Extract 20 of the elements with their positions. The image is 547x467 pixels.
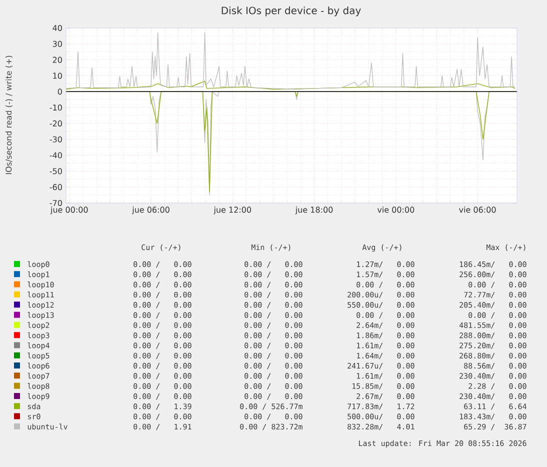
x-tick-label: vie 06:00 — [459, 206, 496, 213]
y-tick-label: 0 — [58, 88, 62, 95]
y-tick-label: -70 — [50, 200, 62, 206]
y-tick-label: -20 — [50, 120, 62, 126]
y-tick-label: -40 — [50, 152, 62, 158]
y-tick-label: -60 — [50, 184, 62, 190]
y-tick-label: 40 — [52, 24, 62, 32]
y-tick-label: 30 — [52, 40, 62, 47]
y-axis-title: IOs/second read (-) / write (+) — [5, 56, 13, 174]
y-tick-label: -50 — [50, 168, 62, 174]
x-tick-label: jue 06:00 — [132, 206, 170, 214]
y-tick-label: -10 — [50, 104, 62, 111]
chart-title: Disk IOs per device - by day — [222, 6, 361, 16]
y-tick-label: 10 — [53, 72, 62, 79]
y-tick-label: 20 — [52, 56, 62, 63]
x-tick-label: jue 12:00 — [214, 206, 252, 214]
y-tick-label: -30 — [50, 136, 62, 142]
x-tick-label: jue 18:00 — [295, 206, 333, 214]
x-tick-label: jue 00:00 — [50, 206, 88, 214]
x-tick-label: vie 00:00 — [377, 206, 414, 213]
